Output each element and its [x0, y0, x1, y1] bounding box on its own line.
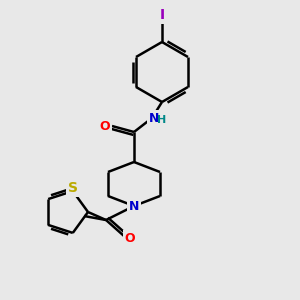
Text: S: S [68, 181, 78, 195]
Text: H: H [158, 115, 166, 125]
Text: O: O [100, 119, 110, 133]
Text: I: I [159, 8, 165, 22]
Text: N: N [129, 200, 139, 212]
Text: N: N [149, 112, 159, 124]
Text: O: O [125, 232, 135, 244]
